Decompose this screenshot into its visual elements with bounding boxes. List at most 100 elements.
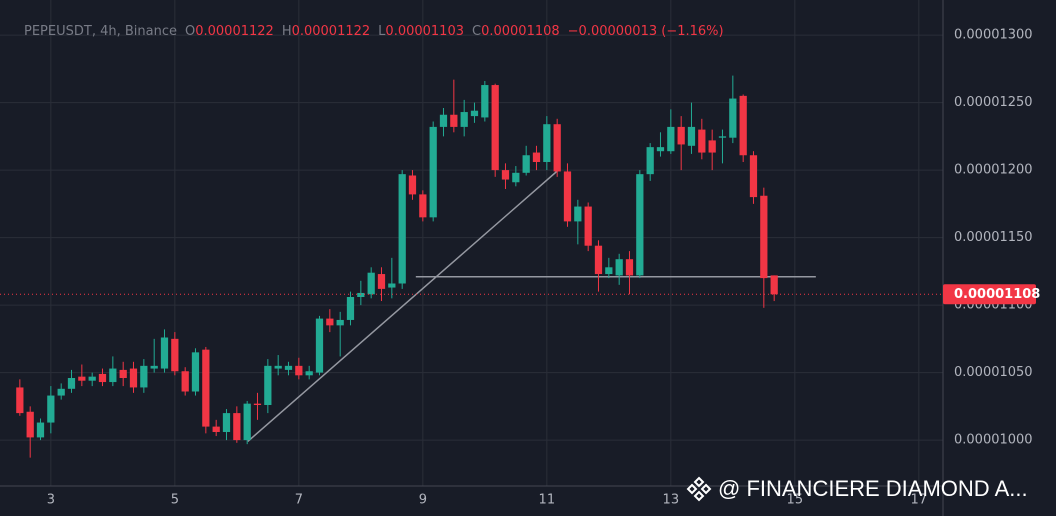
- candle-body: [212, 426, 220, 432]
- candle-body: [181, 371, 189, 392]
- candle-body: [749, 155, 758, 198]
- candle-body: [191, 352, 200, 392]
- logo-icon: [686, 476, 712, 502]
- candle-body: [739, 95, 747, 156]
- candle-body: [67, 378, 76, 389]
- candle-body: [667, 126, 675, 152]
- x-tick-label: 11: [539, 493, 556, 508]
- x-tick-label: 9: [419, 493, 427, 508]
- candle-body: [388, 283, 396, 288]
- candle-body: [646, 147, 654, 175]
- candle-body: [419, 194, 427, 218]
- candle-body: [563, 171, 572, 222]
- trend-line: [247, 168, 561, 443]
- x-tick-label: 7: [295, 493, 303, 508]
- field-value: 0.00001122: [291, 24, 371, 39]
- candle-body: [88, 376, 96, 381]
- candle-body: [36, 422, 45, 438]
- field-key: O: [185, 24, 196, 39]
- y-tick-label: 0.00001300: [954, 28, 1033, 43]
- candle-body: [677, 126, 685, 145]
- y-tick-label: 0.00001250: [954, 95, 1033, 110]
- y-tick-label: 0.00001200: [954, 163, 1033, 178]
- candle-body: [450, 114, 458, 127]
- candle-body: [553, 124, 561, 172]
- candle-body: [636, 174, 644, 276]
- candle-body: [222, 413, 231, 432]
- candle-body: [119, 369, 127, 378]
- field-value: 0.00001108: [481, 24, 560, 39]
- x-tick-label: 15: [787, 493, 804, 508]
- candle-body: [129, 368, 138, 388]
- candle-body: [160, 337, 169, 369]
- candle-body: [584, 206, 592, 246]
- field-value: 0.00001103: [385, 24, 464, 39]
- candle-body: [605, 267, 613, 275]
- candle-body: [171, 338, 179, 372]
- candle-body: [687, 126, 696, 146]
- candle-body: [315, 318, 324, 373]
- candle-body: [491, 85, 499, 171]
- candle-body: [522, 155, 530, 173]
- candle-body: [729, 98, 737, 138]
- candle-body: [625, 259, 634, 276]
- candle-body: [574, 206, 582, 222]
- candle-body: [481, 85, 489, 118]
- candles: [0, 75, 943, 458]
- candle-body: [295, 365, 303, 376]
- symbol: PEPEUSDT, 4h, Binance: [24, 24, 177, 39]
- candle-body: [78, 376, 86, 381]
- candle-body: [57, 388, 65, 396]
- candle-body: [543, 124, 551, 162]
- candle-body: [233, 413, 241, 441]
- watermark: @ FINANCIERE DIAMOND A...: [686, 476, 1028, 502]
- candle-body: [470, 110, 479, 117]
- candle-body: [594, 245, 603, 275]
- grid: [0, 0, 943, 486]
- candle-body: [656, 147, 665, 152]
- candle-body: [698, 129, 706, 153]
- candle-body: [253, 403, 262, 405]
- candle-body: [429, 126, 437, 218]
- drawings: [247, 168, 816, 443]
- field-key: L: [378, 24, 386, 39]
- candle-body: [512, 172, 520, 183]
- candle-body: [357, 292, 365, 297]
- candle-body: [501, 170, 510, 180]
- candle-body: [16, 387, 24, 414]
- candle-body: [47, 395, 55, 423]
- candle-body: [150, 365, 158, 369]
- candle-body: [109, 368, 117, 383]
- candle-body: [336, 319, 344, 326]
- candle-body: [326, 318, 334, 326]
- candle-body: [460, 112, 468, 127]
- field-key: C: [472, 24, 482, 39]
- ohlc-fields: O 0.00001122 H 0.00001122 L 0.00001103 C 0.0000…: [185, 24, 568, 39]
- x-tick-label: 5: [171, 493, 179, 508]
- last-price-label: 0.00001108: [954, 287, 1040, 302]
- change: −0.00000013 (−1.16%): [567, 24, 724, 39]
- candle-body: [274, 365, 282, 369]
- x-tick-label: 17: [911, 493, 928, 508]
- candle-body: [305, 371, 313, 376]
- candle-body: [408, 175, 417, 195]
- candle-body: [770, 275, 778, 295]
- y-tick-label: 0.00001000: [954, 433, 1033, 448]
- x-tick-label: 3: [47, 493, 55, 508]
- field-key: H: [281, 24, 292, 39]
- candle-body: [264, 365, 272, 405]
- candle-body: [346, 297, 355, 320]
- legend: PEPEUSDT, 4h, Binance O 0.00001122 H 0.0000…: [24, 24, 732, 39]
- field-value: 0.00001122: [195, 24, 274, 39]
- candle-body: [398, 174, 406, 284]
- candle-body: [367, 272, 375, 295]
- candle-body: [439, 114, 448, 127]
- candle-body: [760, 195, 768, 279]
- y-tick-label: 0.00001050: [954, 365, 1033, 380]
- candle-body: [615, 259, 623, 276]
- candle-body: [98, 373, 107, 383]
- x-tick-label: 13: [663, 493, 680, 508]
